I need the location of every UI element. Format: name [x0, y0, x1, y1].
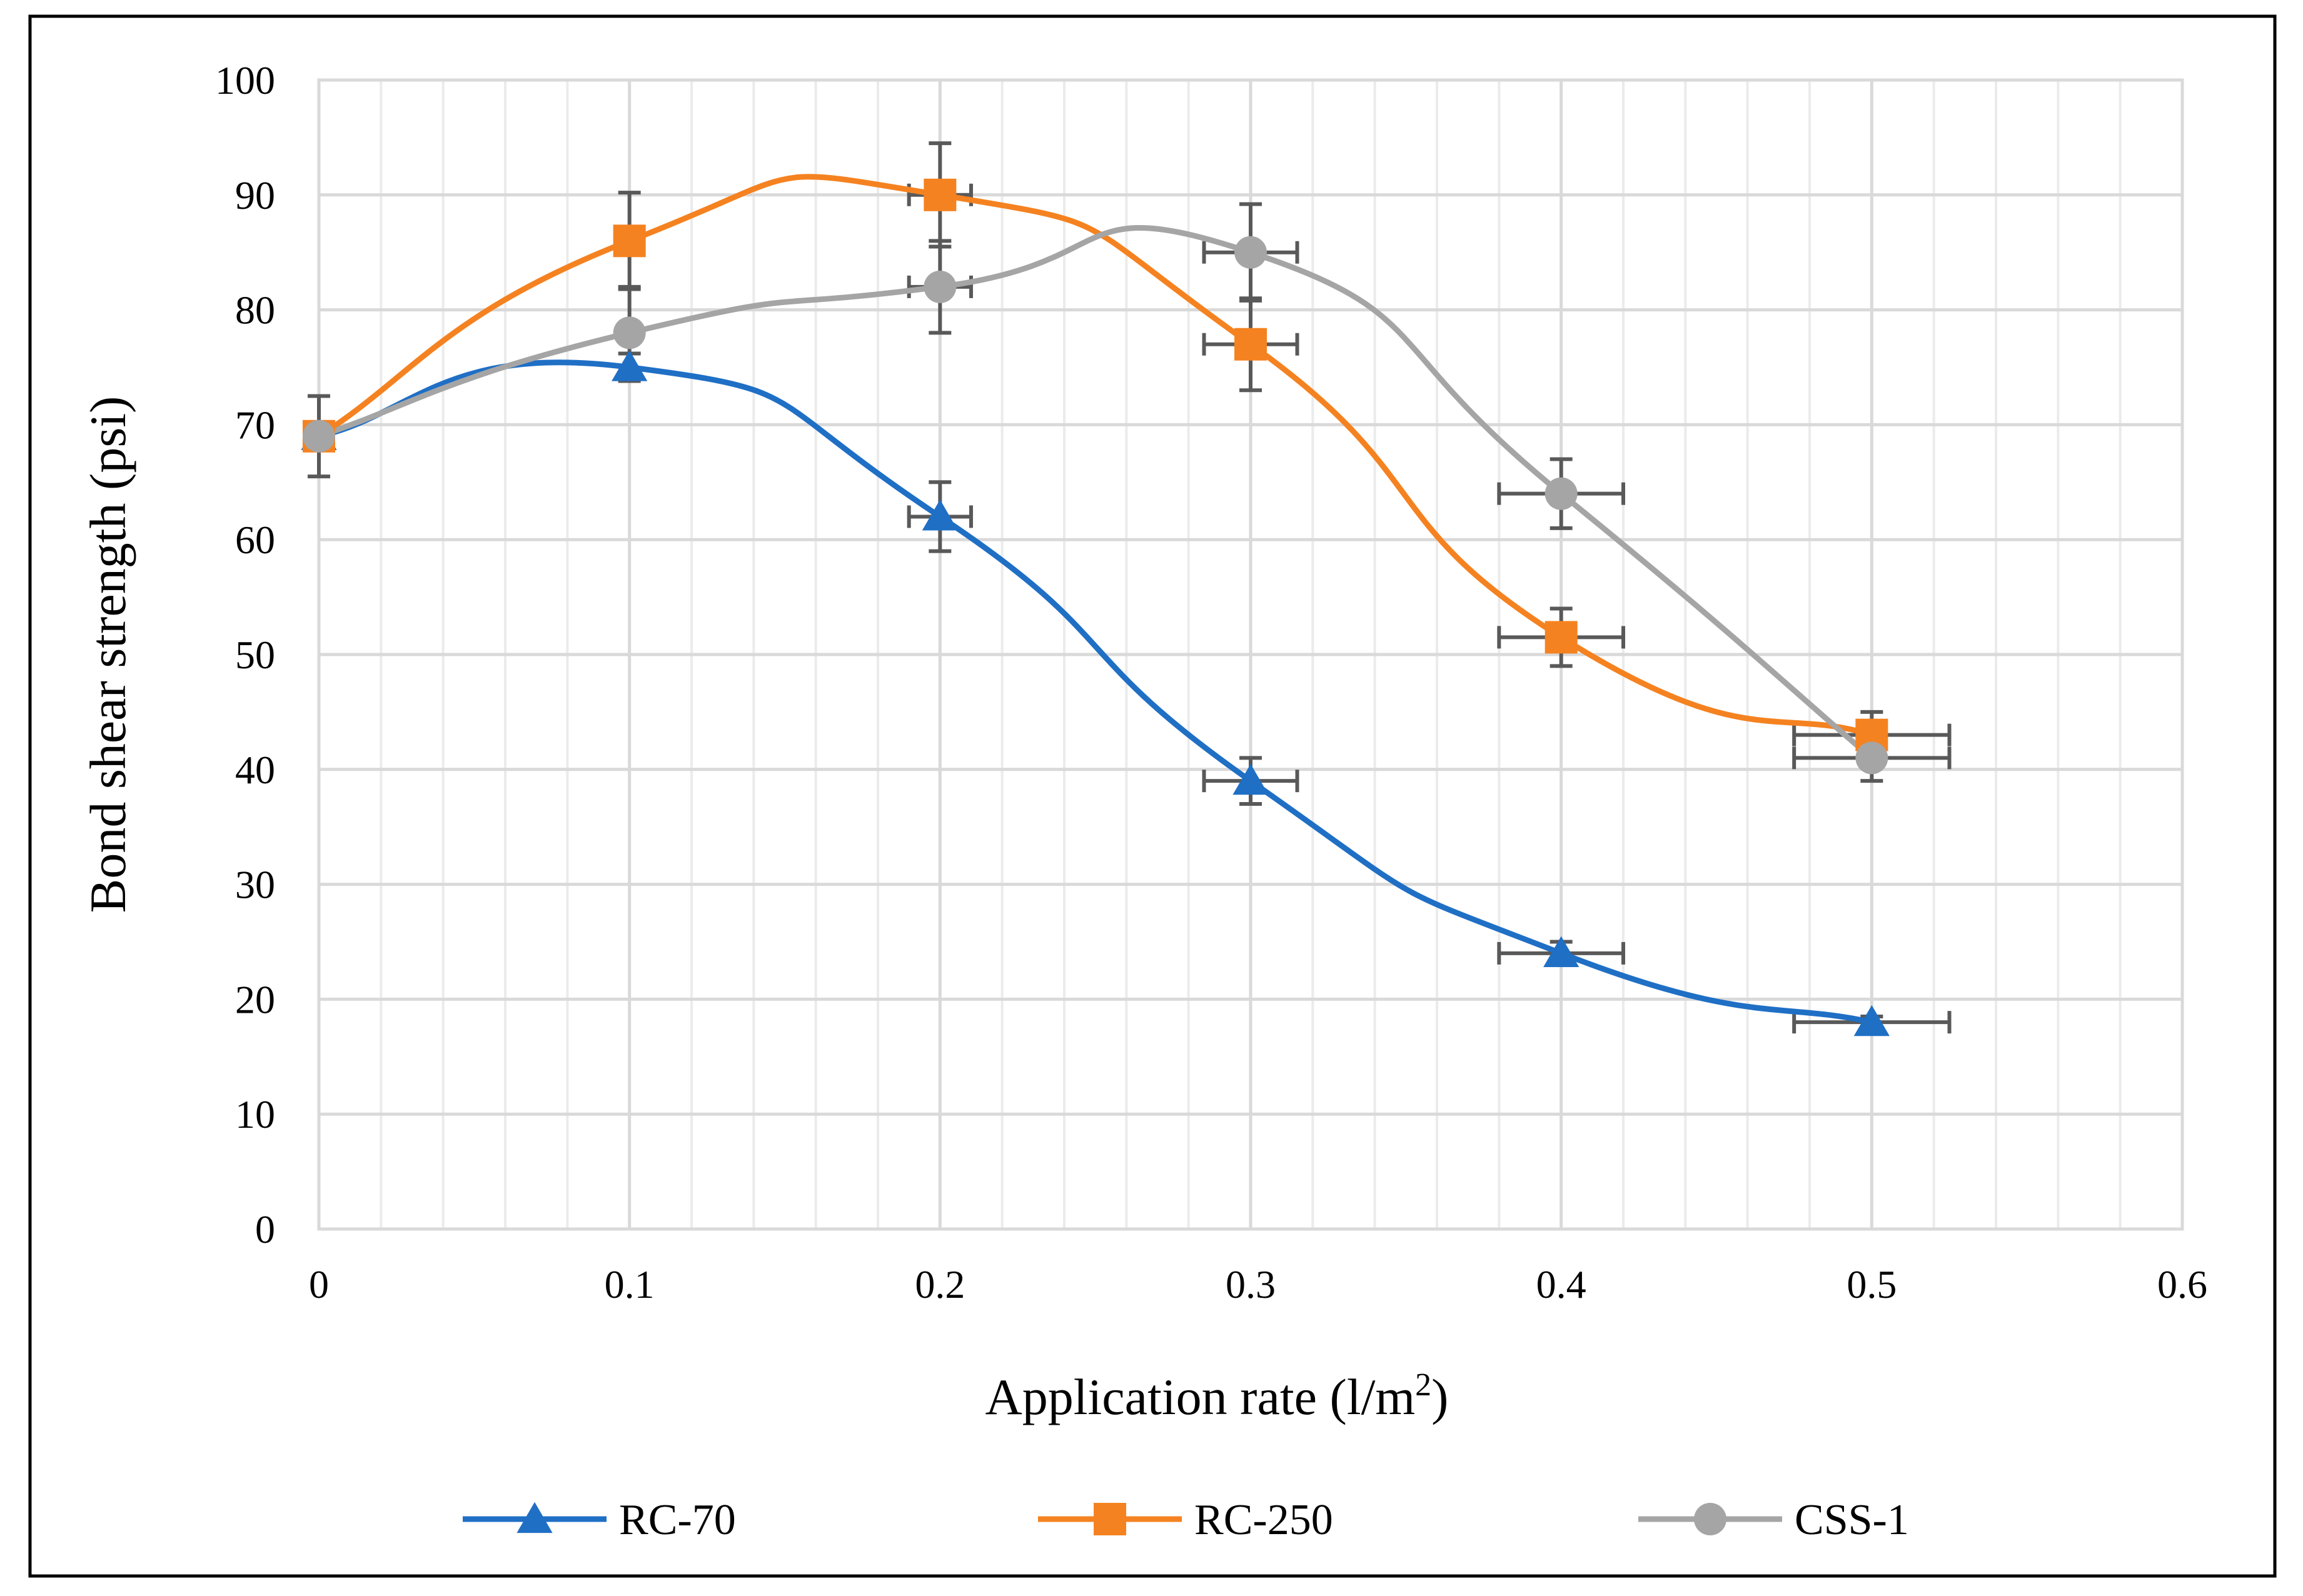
y-tick-label: 40 — [235, 748, 275, 792]
x-tick-label: 0.2 — [915, 1262, 965, 1307]
legend: RC-70 RC-250 CSS-1 — [463, 1496, 1909, 1544]
legend-rc-70-marker — [517, 1502, 553, 1533]
legend-rc-250-marker — [1094, 1503, 1126, 1535]
legend-css-1-label: CSS-1 — [1795, 1496, 1909, 1544]
rc-70-point — [922, 499, 958, 531]
css-1-point — [303, 419, 335, 453]
series-lines — [316, 174, 1875, 1025]
y-tick-label: 30 — [235, 863, 275, 907]
y-tick-label: 90 — [235, 173, 275, 218]
rc-70-point — [1853, 1005, 1890, 1036]
x-axis-tick-labels: 0 0.1 0.2 0.3 0.4 0.5 0.6 — [309, 1262, 2207, 1307]
rc-70-point — [1232, 763, 1269, 795]
rc-250-point — [1234, 328, 1267, 361]
css-1-line — [316, 224, 1875, 761]
x-tick-label: 0.5 — [1847, 1262, 1897, 1307]
y-axis-tick-labels: 0 10 20 30 40 50 60 70 80 90 100 — [215, 58, 275, 1252]
y-axis-title: Bond shear strength (psi) — [79, 396, 136, 913]
y-tick-label: 70 — [235, 403, 275, 447]
y-tick-label: 60 — [235, 518, 275, 562]
y-tick-label: 20 — [235, 977, 275, 1021]
rc-70-point — [612, 350, 648, 381]
x-tick-label: 0.4 — [1536, 1262, 1586, 1307]
x-axis-title: Application rate (l/m2) — [985, 1367, 1449, 1425]
css-1-point — [613, 316, 646, 349]
x-axis-title-suffix: ) — [1431, 1368, 1448, 1425]
x-tick-label: 0 — [309, 1262, 329, 1307]
y-tick-label: 0 — [255, 1207, 275, 1252]
x-axis-title-superscript: 2 — [1415, 1367, 1431, 1403]
chart-frame — [28, 14, 2277, 1578]
legend-css-1-marker — [1694, 1503, 1726, 1535]
series-markers — [301, 178, 1890, 1036]
rc-70-point — [1543, 936, 1580, 967]
y-tick-label: 50 — [235, 633, 275, 677]
rc-250-point — [613, 224, 646, 258]
css-1-point — [1855, 741, 1888, 775]
css-1-point — [1545, 477, 1578, 510]
y-tick-label: 80 — [235, 288, 275, 333]
rc-250-point — [924, 178, 957, 211]
css-1-point — [1234, 236, 1267, 269]
legend-rc-70-label: RC-70 — [619, 1496, 736, 1544]
rc-70-line — [316, 359, 1875, 1025]
rc-250-point — [1545, 621, 1578, 654]
y-tick-label: 10 — [235, 1092, 275, 1137]
legend-rc-250-label: RC-250 — [1194, 1496, 1333, 1544]
x-tick-label: 0.3 — [1226, 1262, 1276, 1307]
y-tick-label: 100 — [215, 58, 275, 103]
css-1-point — [924, 270, 957, 303]
x-axis-title-main: Application rate (l/m — [985, 1368, 1416, 1425]
x-tick-label: 0.1 — [605, 1262, 655, 1307]
plot-area-border — [317, 78, 2184, 1231]
x-tick-label: 0.6 — [2157, 1262, 2207, 1307]
